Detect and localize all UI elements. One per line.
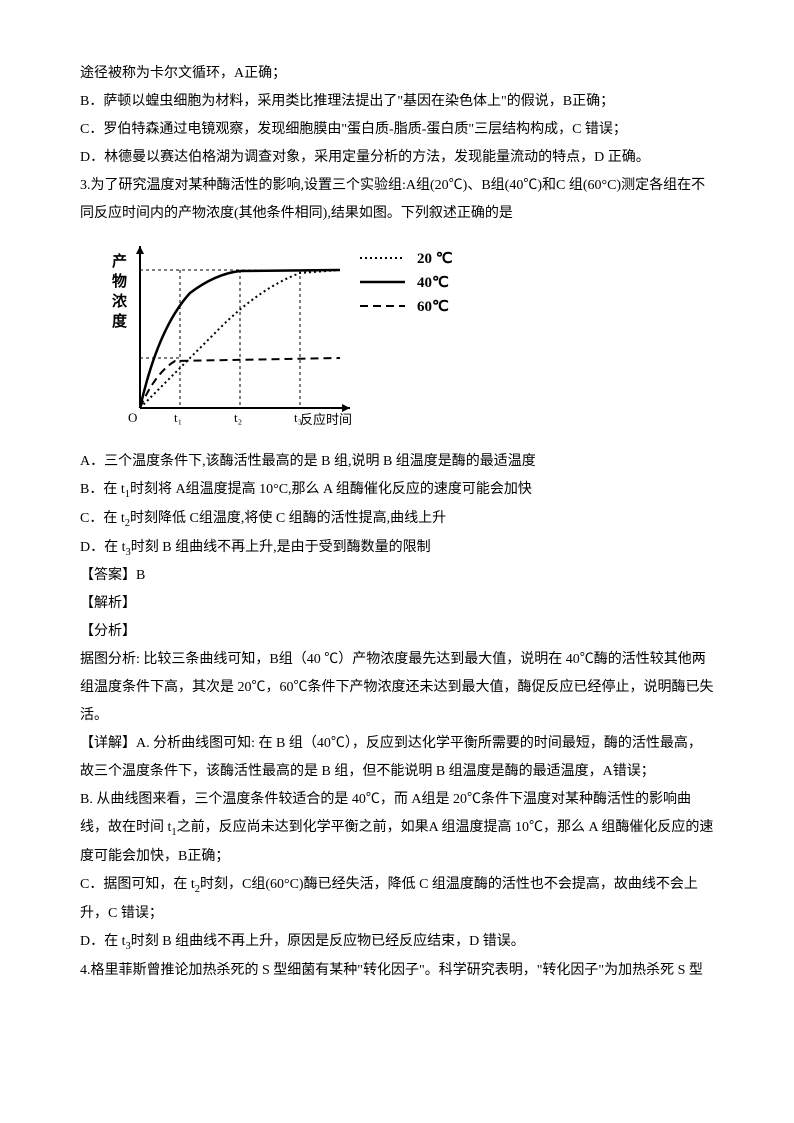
- text-line: 【详解】A. 分析曲线图可知: 在 B 组（40℃），反应到达化学平衡所需要的时…: [80, 730, 714, 786]
- svg-text:产: 产: [112, 252, 127, 270]
- text-line: 据图分析: 比较三条曲线可知，B组（40 ℃）产物浓度最先达到最大值，说明在 4…: [80, 646, 714, 730]
- svg-text:度: 度: [112, 312, 128, 330]
- svg-text:物: 物: [112, 272, 127, 290]
- svg-text:40℃: 40℃: [417, 275, 449, 291]
- text-line: C．据图可知，在 t2时刻，C组(60°C)酶已经失活，降低 C 组温度酶的活性…: [80, 871, 714, 928]
- svg-text:t₃: t₃: [294, 410, 302, 425]
- chart-svg: O 产物浓度反应时间 t₁ t₂ t₃ 20 ℃ 40℃ 60℃: [100, 238, 480, 438]
- text-line: 4.格里菲斯曾推论加热杀死的 S 型细菌有某种"转化因子"。科学研究表明，"转化…: [80, 957, 714, 985]
- analysis-label: 【解析】: [80, 590, 714, 618]
- question-stem: 3.为了研究温度对某种酶活性的影响,设置三个实验组:A组(20℃)、B组(40℃…: [80, 172, 714, 228]
- option-b: B．在 t1时刻将 A组温度提高 10°C,那么 A 组酶催化反应的速度可能会加…: [80, 476, 714, 505]
- svg-text:O: O: [128, 410, 137, 425]
- text-line: D．在 t3时刻 B 组曲线不再上升，原因是反应物已经反应结束，D 错误。: [80, 928, 714, 957]
- answer-label: 【答案】B: [80, 562, 714, 590]
- svg-text:t₁: t₁: [174, 410, 182, 425]
- text-line: B. 从曲线图来看，三个温度条件较适合的是 40℃，而 A组是 20℃条件下温度…: [80, 786, 714, 871]
- text-line: B．萨顿以蝗虫细胞为材料，采用类比推理法提出了"基因在染色体上"的假说，B正确；: [80, 88, 714, 116]
- svg-text:20 ℃: 20 ℃: [417, 251, 453, 267]
- svg-text:反应时间: 反应时间: [300, 412, 352, 427]
- text-line: C．罗伯特森通过电镜观察，发现细胞膜由"蛋白质-脂质-蛋白质"三层结构构成，C …: [80, 116, 714, 144]
- enzyme-activity-chart: O 产物浓度反应时间 t₁ t₂ t₃ 20 ℃ 40℃ 60℃: [100, 238, 714, 438]
- svg-text:t₂: t₂: [234, 410, 242, 425]
- text-line: D．林德曼以赛达伯格湖为调查对象，采用定量分析的方法，发现能量流动的特点，D 正…: [80, 144, 714, 172]
- option-c: C．在 t2时刻降低 C组温度,将使 C 组酶的活性提高,曲线上升: [80, 505, 714, 534]
- text-line: 途径被称为卡尔文循环，A正确；: [80, 60, 714, 88]
- svg-text:60℃: 60℃: [417, 299, 449, 315]
- fenxi-label: 【分析】: [80, 618, 714, 646]
- svg-text:浓: 浓: [112, 293, 128, 310]
- option-d: D．在 t3时刻 B 组曲线不再上升,是由于受到酶数量的限制: [80, 534, 714, 563]
- option-a: A．三个温度条件下,该酶活性最高的是 B 组,说明 B 组温度是酶的最适温度: [80, 448, 714, 476]
